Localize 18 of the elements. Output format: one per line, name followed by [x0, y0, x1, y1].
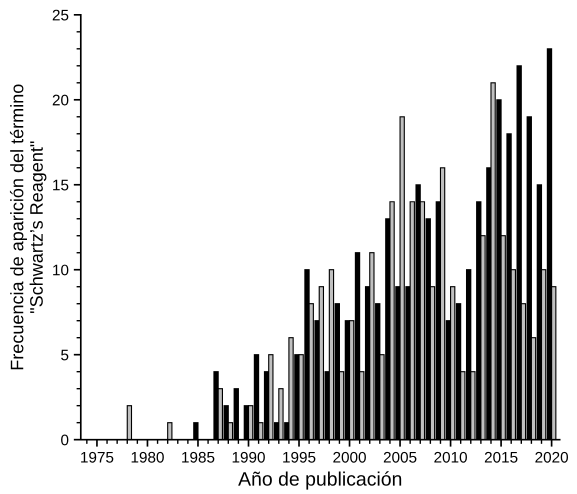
- y-tick-label: 10: [53, 264, 68, 276]
- x-tick-label: 1985: [182, 452, 214, 463]
- x-tick-label: 1990: [232, 452, 265, 463]
- x-tick-label: 2020: [535, 452, 568, 463]
- x-tick-label: 2005: [384, 452, 416, 463]
- y-tick-label: 5: [61, 350, 68, 360]
- x-tick-label: 2015: [484, 452, 518, 463]
- y-tick-label: 0: [61, 434, 68, 446]
- x-tick-label: 1995: [283, 452, 316, 463]
- x-tick-label: 2010: [434, 452, 467, 463]
- y-tick-label: 20: [52, 94, 68, 106]
- x-tick-label: 1980: [132, 452, 164, 463]
- y-axis-title: Frecuencia de aparición del término "Schwartz’s Reagent": [10, 84, 46, 370]
- x-tick-label: 1975: [81, 452, 114, 463]
- y-tick-label: 25: [52, 10, 68, 21]
- y-tick-label: 15: [53, 180, 68, 190]
- x-axis-title: Año de publicación: [238, 471, 402, 490]
- x-tick-label: 2000: [333, 452, 366, 463]
